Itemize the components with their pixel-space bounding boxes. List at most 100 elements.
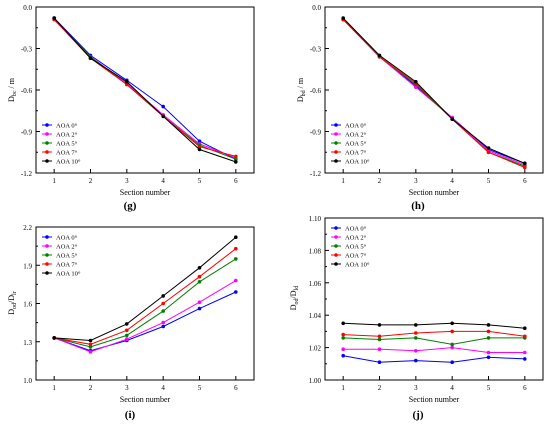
data-point: [197, 266, 202, 270]
y-axis-label: Dod/Dlr: [7, 291, 18, 314]
data-point: [414, 358, 418, 363]
legend-marker: [334, 123, 338, 127]
legend-label: AOA 2°: [56, 132, 78, 139]
panel-caption: (h): [411, 200, 425, 212]
legend-marker: [334, 159, 338, 163]
data-point: [161, 114, 165, 119]
x-tick-label: 5: [198, 177, 202, 185]
x-tick-label: 4: [161, 384, 165, 392]
data-point: [88, 342, 93, 347]
data-point: [341, 332, 346, 337]
data-point: [88, 56, 93, 60]
data-point: [341, 353, 346, 358]
data-point: [161, 320, 165, 325]
legend-label: AOA 10°: [56, 159, 81, 166]
data-point: [523, 165, 527, 170]
legend-marker: [334, 235, 338, 239]
data-point: [450, 321, 455, 326]
data-point: [450, 360, 455, 365]
data-point: [197, 274, 202, 279]
panel-caption: (g): [124, 200, 137, 212]
x-tick-label: 5: [487, 177, 491, 185]
data-point: [414, 349, 418, 353]
legend-label: AOA 5°: [345, 141, 367, 148]
data-point: [414, 331, 418, 335]
x-tick-label: 2: [89, 177, 93, 185]
data-point: [88, 350, 93, 354]
x-tick-label: 2: [89, 384, 93, 392]
data-point: [377, 334, 382, 339]
data-point: [197, 139, 202, 143]
data-point: [377, 323, 382, 327]
y-tick-label: 1.3: [23, 339, 32, 347]
legend: AOA 0° AOA 2° AOA 5° AOA 7° AOA 10°: [331, 226, 370, 269]
legend-label: AOA 10°: [345, 159, 370, 166]
legend-marker: [334, 244, 338, 248]
data-point: [52, 336, 56, 340]
legend: AOA 0° AOA 2° AOA 5° AOA 7° AOA 10°: [42, 235, 81, 278]
data-point: [52, 16, 56, 20]
series-line-1: [342, 19, 525, 164]
series-line-3: [342, 19, 525, 167]
legend-marker: [45, 132, 49, 136]
data-point: [234, 278, 238, 283]
legend-label: AOA 0°: [56, 235, 78, 242]
legend-label: AOA 5°: [56, 253, 78, 260]
legend-marker: [45, 141, 49, 145]
data-point: [125, 322, 129, 326]
legend-marker: [334, 141, 338, 145]
y-tick-label: 0.0: [312, 4, 321, 12]
x-tick-label: 1: [341, 177, 345, 185]
x-tick-label: 1: [52, 384, 56, 392]
series-line-5: [54, 236, 237, 342]
plot-frame: [35, 6, 255, 174]
data-point: [125, 337, 129, 342]
data-point: [234, 157, 238, 161]
x-tick-label: 3: [414, 177, 418, 185]
data-point: [523, 161, 527, 166]
y-tick-label: 1.00: [309, 377, 322, 385]
plot-frame: [324, 217, 544, 381]
y-axis-label: Dbd / m: [296, 77, 307, 102]
data-point: [234, 235, 238, 239]
y-tick-label: -1.2: [310, 170, 322, 178]
data-point: [125, 79, 129, 84]
legend-marker: [45, 150, 49, 154]
x-tick-label: 4: [450, 177, 454, 185]
data-point: [197, 147, 202, 152]
chart-panel-1: 0.0 -0.3 -0.6 -0.9 -1.2 1 2 3 4 5 6 Section number D…: [7, 4, 255, 212]
data-point: [486, 323, 491, 327]
series-line-5: [53, 17, 236, 163]
panel-caption: (i): [125, 409, 136, 421]
data-point: [486, 336, 491, 340]
legend-label: AOA 7°: [56, 262, 78, 269]
y-tick-label: -0.9: [21, 129, 33, 137]
y-tick-label: 0.0: [23, 4, 32, 12]
y-tick-label: -0.3: [310, 46, 322, 54]
x-tick-label: 3: [125, 177, 129, 185]
legend: AOA 0° AOA 2° AOA 5° AOA 7° AOA 10°: [331, 123, 370, 166]
x-tick-label: 6: [234, 384, 238, 392]
legend-label: AOA 2°: [345, 235, 367, 242]
series-line-4: [342, 19, 525, 168]
x-tick-label: 6: [523, 384, 527, 392]
data-point: [234, 290, 238, 294]
series-line-2: [342, 19, 525, 166]
legend-marker: [334, 262, 338, 266]
legend-label: AOA 0°: [345, 123, 367, 130]
data-point: [161, 301, 165, 306]
chart-panel-2: 0.0 -0.3 -0.6 -0.9 -1.2 1 2 3 4 5 6 Section number D…: [296, 4, 544, 212]
y-tick-label: 1.0: [23, 377, 32, 385]
data-point: [341, 347, 346, 352]
data-point: [450, 342, 455, 347]
data-point: [377, 337, 382, 342]
y-tick-label: 1.9: [23, 262, 32, 270]
x-tick-label: 1: [52, 177, 56, 185]
series-line-1: [343, 355, 525, 363]
data-point: [161, 104, 165, 109]
data-point: [341, 321, 346, 326]
data-point: [377, 360, 382, 365]
series-line-5: [343, 322, 525, 329]
y-tick-label: -0.3: [21, 46, 33, 54]
